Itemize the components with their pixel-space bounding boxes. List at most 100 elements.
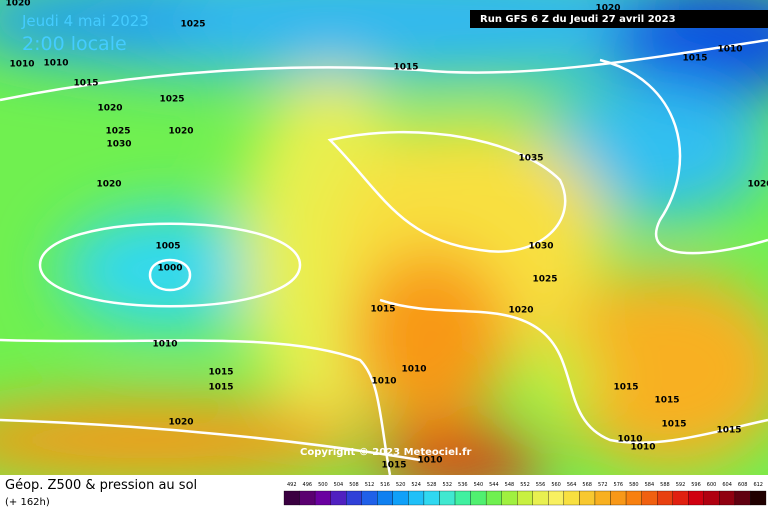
isobar-label: 1010 xyxy=(152,340,177,350)
legend-swatch xyxy=(688,490,704,506)
legend-label: 568 xyxy=(582,482,592,488)
isobar-label: 1020 xyxy=(747,180,768,190)
legend-label: 504 xyxy=(334,482,344,488)
legend-label: 612 xyxy=(753,482,763,488)
legend-label: 492 xyxy=(287,482,297,488)
legend-swatch xyxy=(532,490,549,506)
isobar-label: 1010 xyxy=(717,45,742,55)
legend-label: 548 xyxy=(505,482,515,488)
legend-swatch xyxy=(610,490,627,506)
legend-swatch xyxy=(408,490,425,506)
legend-swatch xyxy=(625,490,642,506)
legend-swatch xyxy=(703,490,720,506)
legend-swatch xyxy=(330,490,347,506)
isobar-label: 1025 xyxy=(105,127,130,137)
isobar-label: 1020 xyxy=(5,0,30,9)
isobar-label: 1015 xyxy=(661,420,686,430)
legend-swatch xyxy=(501,490,518,506)
isobar-label: 1000 xyxy=(157,264,182,274)
legend-label: 556 xyxy=(536,482,546,488)
legend-label: 508 xyxy=(349,482,359,488)
legend-swatch xyxy=(750,490,767,506)
field xyxy=(0,0,768,490)
isobars-lines xyxy=(0,38,768,476)
isobar-label: 1035 xyxy=(518,154,543,164)
legend-label: 552 xyxy=(520,482,530,488)
legend-swatch xyxy=(579,490,596,506)
legend-swatch xyxy=(517,490,533,506)
legend-swatch xyxy=(734,490,751,506)
copyright: Copyright © 2023 Meteociel.fr xyxy=(300,447,471,458)
legend-swatch xyxy=(283,490,300,506)
legend-label: 572 xyxy=(598,482,608,488)
legend-label: 512 xyxy=(365,482,375,488)
isobar-label: 1020 xyxy=(508,306,533,316)
legend-swatch xyxy=(361,490,378,506)
legend-swatch xyxy=(641,490,658,506)
legend-label: 544 xyxy=(489,482,499,488)
isobar-label: 1010 xyxy=(43,59,68,69)
legend-label: 592 xyxy=(676,482,686,488)
isobar-label: 1015 xyxy=(381,461,406,471)
legend-swatch xyxy=(563,490,580,506)
isobar-label: 1015 xyxy=(613,383,638,393)
isobar-label: 1010 xyxy=(401,365,426,375)
legend-swatch xyxy=(314,490,331,506)
isobar-label: 1015 xyxy=(393,63,418,73)
legend-label: 584 xyxy=(645,482,655,488)
legend-label: 608 xyxy=(738,482,748,488)
legend-swatch xyxy=(392,490,409,506)
legend: 492 496 500 504 508 512 516 520 524 528 532 536 540 5… xyxy=(283,482,767,506)
legend-label: 580 xyxy=(629,482,639,488)
legend-label: 600 xyxy=(707,482,717,488)
legend-label: 524 xyxy=(411,482,421,488)
legend-swatch xyxy=(470,490,487,506)
legend-swatch xyxy=(439,490,456,506)
isobar-label: 1015 xyxy=(208,383,233,393)
legend-label: 540 xyxy=(474,482,484,488)
legend-label: 496 xyxy=(303,482,313,488)
legend-label: 576 xyxy=(614,482,624,488)
isobar-label: 1030 xyxy=(106,140,131,150)
legend-label: 588 xyxy=(660,482,670,488)
date: Jeudi 4 mai 2023 xyxy=(21,12,149,30)
isobar-label: 1010 xyxy=(617,435,642,445)
legend-swatch xyxy=(485,490,502,506)
isobar-label: 1020 xyxy=(96,180,121,190)
isobar-label: 1030 xyxy=(528,242,553,252)
isobar-label: 1010 xyxy=(9,60,34,70)
legend-label: 500 xyxy=(318,482,328,488)
legend-label: 520 xyxy=(396,482,406,488)
legend-label: 596 xyxy=(691,482,701,488)
isobar-label: 1020 xyxy=(97,104,122,114)
legend-label: 564 xyxy=(567,482,577,488)
isobar-label: 1010 xyxy=(630,443,655,453)
legend-label: 528 xyxy=(427,482,437,488)
legend-label: 532 xyxy=(442,482,452,488)
legend-swatch xyxy=(454,490,471,506)
isobar-label: 1020 xyxy=(168,418,193,428)
isobar-label: 1025 xyxy=(159,95,184,105)
isobar-label: 1015 xyxy=(73,79,98,89)
legend-label: 604 xyxy=(722,482,732,488)
isobar-label: 1010 xyxy=(417,456,442,466)
footer-lead: (+ 162h) xyxy=(5,497,50,508)
isobar-label: 1020 xyxy=(595,4,620,14)
legend-swatch xyxy=(672,490,689,506)
legend-label: 516 xyxy=(380,482,390,488)
header: Jeudi 4 mai 2023 2:00 locale Run GFS 6 Z… xyxy=(21,10,768,458)
legend-swatch xyxy=(594,490,611,506)
isobar-label: 1025 xyxy=(532,275,557,285)
legend-swatch xyxy=(377,490,393,506)
isobar-label: 1020 xyxy=(168,127,193,137)
legend-label: 560 xyxy=(551,482,561,488)
time: 2:00 locale xyxy=(22,33,127,55)
footer-title: Géop. Z500 & pression au sol xyxy=(5,478,197,493)
isobar-label: 1025 xyxy=(180,20,205,30)
isobar-label: 1015 xyxy=(654,396,679,406)
run-box xyxy=(470,10,768,28)
legend-swatch xyxy=(346,490,362,506)
isobar-label: 1015 xyxy=(370,305,395,315)
